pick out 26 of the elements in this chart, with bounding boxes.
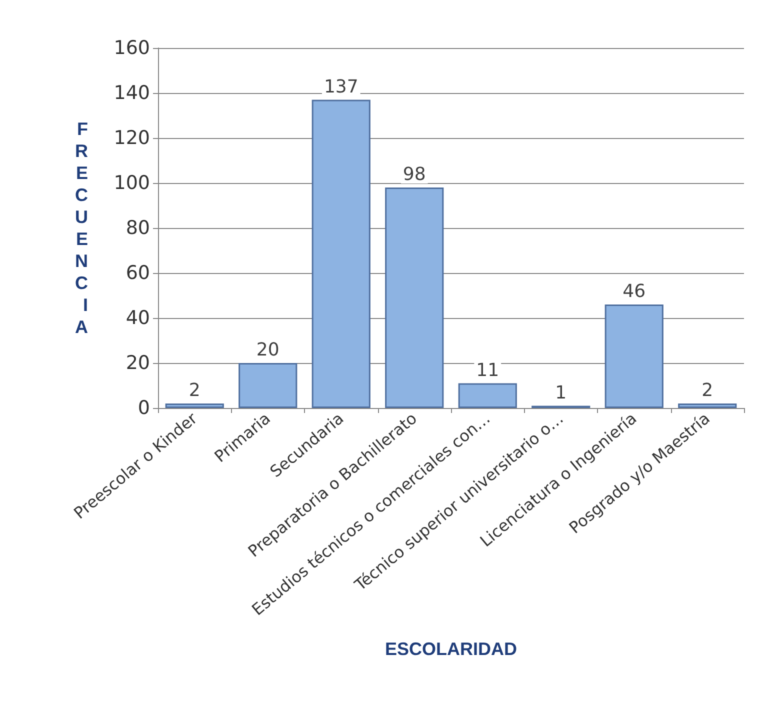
bar bbox=[385, 188, 444, 408]
y-tick-label: 40 bbox=[126, 307, 150, 329]
bar bbox=[238, 363, 298, 408]
bar bbox=[604, 304, 664, 408]
data-label: 20 bbox=[256, 340, 280, 360]
y-tick-label: 160 bbox=[114, 37, 150, 59]
text: FRECUENCIA bbox=[75, 119, 88, 337]
y-tick-label: 20 bbox=[126, 352, 150, 374]
data-label: 1 bbox=[555, 382, 567, 404]
data-label: 137 bbox=[324, 76, 358, 98]
y-tick-label: 100 bbox=[114, 172, 150, 194]
y-tick-label: 80 bbox=[126, 217, 150, 239]
y-tick-label: 120 bbox=[114, 127, 150, 149]
x-axis-title: ESCOLARIDAD bbox=[384, 639, 518, 659]
bar bbox=[312, 100, 370, 408]
bar bbox=[165, 404, 224, 408]
data-label: 98 bbox=[402, 164, 426, 185]
bar bbox=[678, 404, 737, 408]
y-tick-label: 0 bbox=[138, 397, 150, 419]
data-label: 2 bbox=[702, 380, 714, 401]
data-label: 2 bbox=[188, 380, 200, 401]
data-label: 11 bbox=[476, 360, 500, 381]
y-tick-label: 60 bbox=[126, 262, 150, 284]
data-label: 46 bbox=[622, 281, 646, 302]
y-tick-label: 140 bbox=[114, 82, 150, 104]
bar bbox=[458, 383, 517, 408]
